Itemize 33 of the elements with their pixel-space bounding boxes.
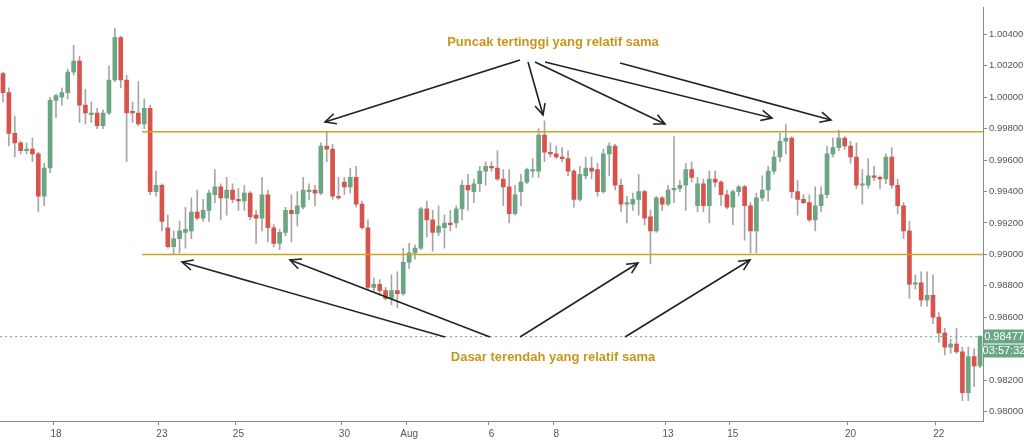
y-tick-label: 1.00400: [989, 28, 1024, 40]
x-tick-label: 30: [338, 427, 351, 439]
y-tick-label: 0.98000: [989, 405, 1024, 417]
candlestick: [53, 93, 59, 119]
x-tick-label: 13: [662, 427, 675, 439]
y-tick-label: 0.98600: [989, 310, 1024, 322]
y-tick-label: 0.99200: [989, 216, 1024, 228]
x-tick-label: 22: [933, 427, 945, 439]
y-tick-label: 1.00200: [989, 59, 1024, 71]
x-tick-label: 23: [156, 427, 168, 439]
x-tick-label: 15: [727, 427, 739, 439]
y-tick-label: 0.99000: [989, 248, 1024, 260]
annotation: 03:57:32: [982, 344, 1024, 357]
candlestick: [88, 101, 94, 123]
y-tick-label: 0.99600: [989, 153, 1024, 165]
candlestick: [448, 210, 453, 232]
x-tick-label: 18: [50, 427, 62, 439]
y-tick-label: 0.99400: [989, 185, 1024, 197]
candlestick: [971, 348, 977, 387]
y-tick-label: 1.00000: [989, 90, 1024, 102]
candlestick: [194, 189, 200, 221]
annotation: Dasar terendah yang relatif sama: [450, 349, 656, 364]
annotation: Puncak tertinggi yang relatif sama: [447, 34, 659, 49]
x-tick-label: 8: [553, 427, 560, 439]
ref-line-label: 0.98477: [984, 329, 1024, 342]
x-tick-label: 6: [488, 427, 495, 439]
y-tick-label: 0.99800: [989, 122, 1024, 134]
x-tick-label: 25: [232, 427, 245, 439]
y-tick-label: 0.98800: [989, 279, 1024, 291]
candlestick: [500, 169, 506, 207]
y-tick-label: 0.98200: [989, 373, 1024, 385]
x-tick-label: Aug: [400, 427, 419, 439]
x-tick-label: 20: [845, 427, 857, 439]
